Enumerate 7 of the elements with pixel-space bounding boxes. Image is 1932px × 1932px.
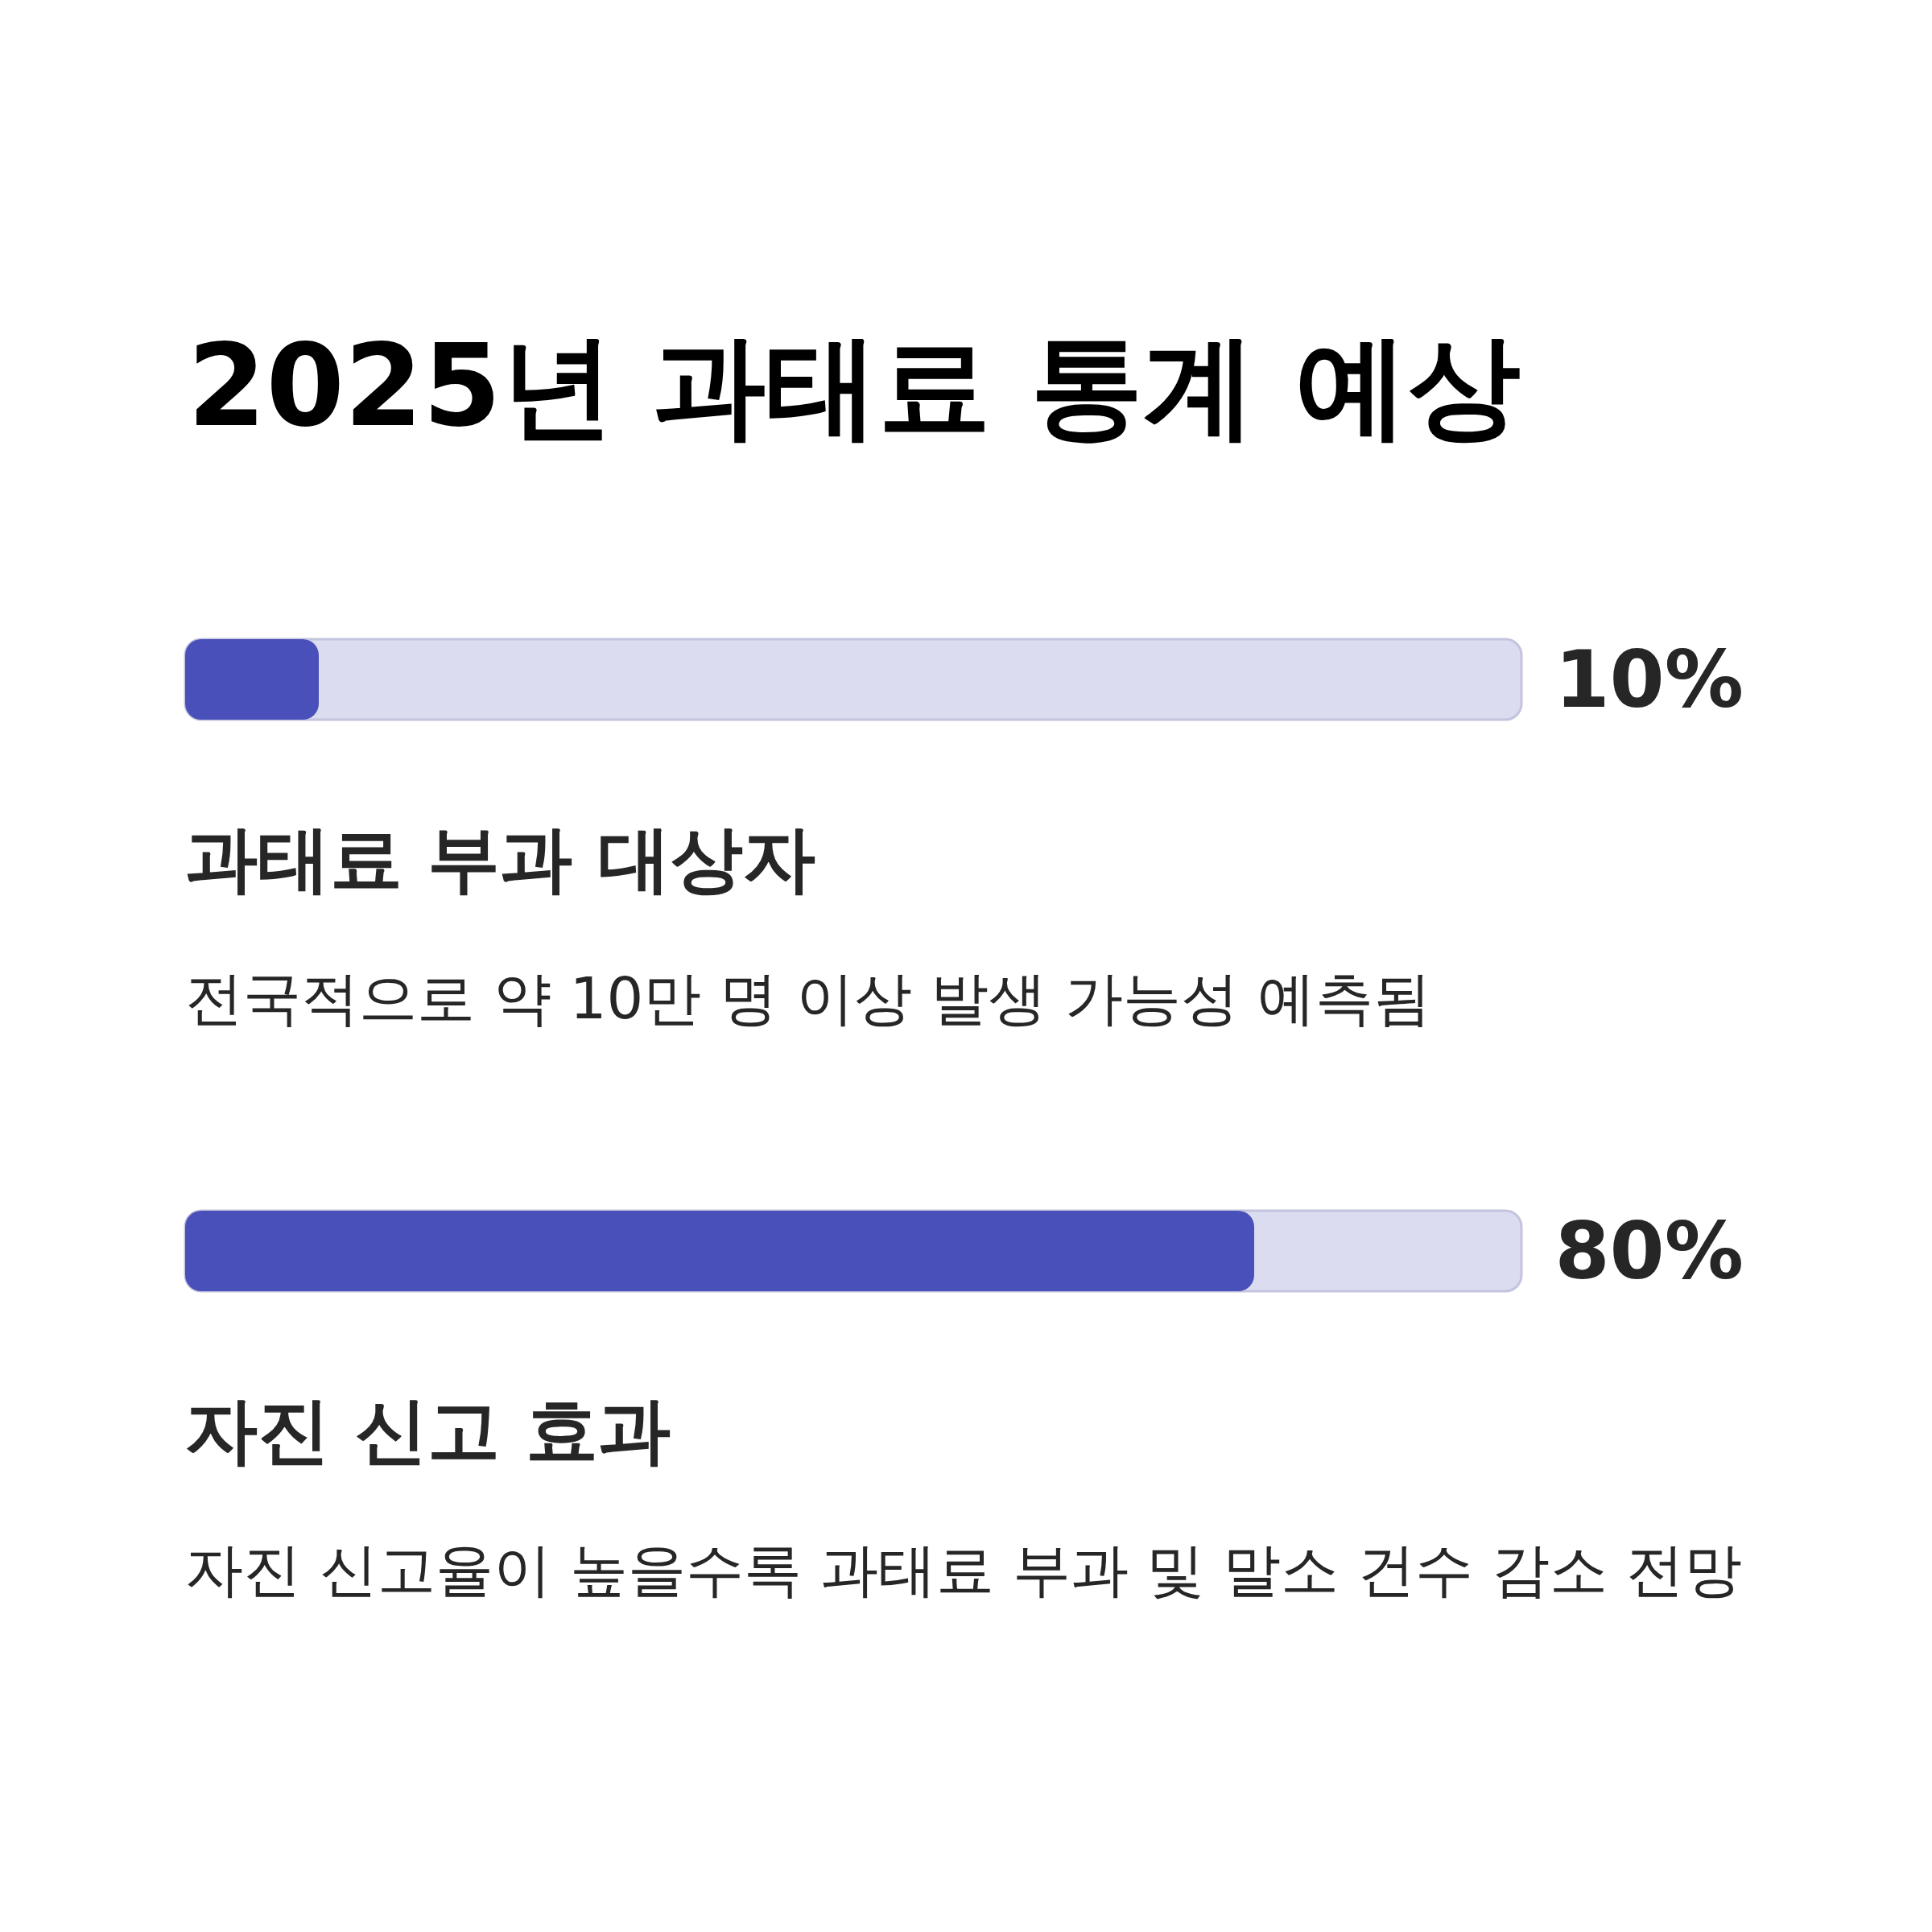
data-label: 10%: [1554, 634, 1744, 725]
y-tick-label: 과태료 부과 대상자: [185, 816, 815, 901]
annotation: 전국적으로 약 10만 명 이상 발생 가능성 예측됨: [185, 964, 1431, 1032]
chart-title: 2025년 과태료 통계 예상: [188, 320, 1521, 453]
y-tick-label: 자진 신고 효과: [185, 1388, 671, 1472]
data-label: 80%: [1554, 1205, 1744, 1297]
annotation: 자진 신고율이 높을수록 과태료 부과 및 말소 건수 감소 전망: [185, 1536, 1742, 1604]
